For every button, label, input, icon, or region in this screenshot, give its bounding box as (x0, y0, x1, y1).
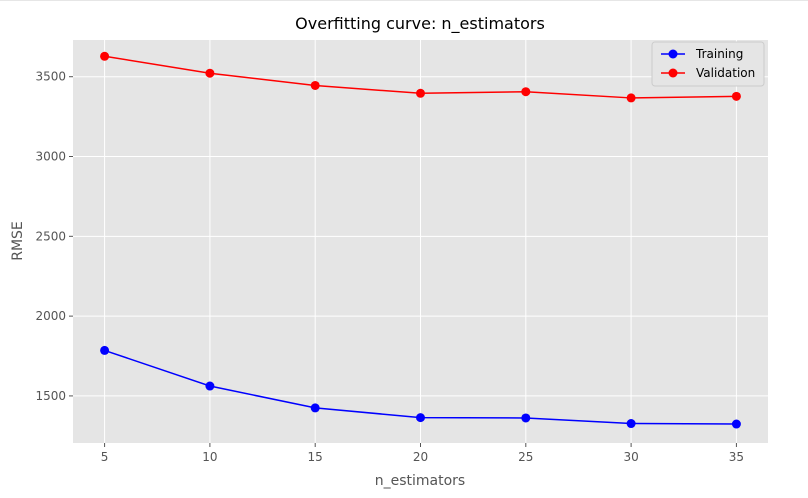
validation-point (731, 91, 741, 101)
training-point (416, 413, 425, 423)
validation-point (310, 80, 320, 90)
training-point (205, 381, 215, 391)
legend: Training Validation (651, 41, 765, 87)
grid-lines (73, 40, 768, 443)
x-tick-label: 15 (308, 450, 323, 464)
y-tick-label: 1500 (35, 389, 66, 403)
x-tick-label: 5 (101, 450, 109, 464)
y-tick-label: 2500 (35, 229, 66, 243)
x-tick-label: 25 (518, 450, 533, 464)
training-point (521, 413, 531, 423)
legend-box (651, 41, 765, 87)
training-point (731, 419, 741, 429)
training-point (626, 419, 636, 429)
validation-point (100, 51, 110, 61)
x-axis-label: n_estimators (375, 473, 465, 489)
validation-point (205, 68, 215, 78)
legend-training-marker (668, 49, 678, 59)
series-layer (100, 51, 741, 429)
chart-title: Overfitting curve: n_estimators (295, 14, 545, 34)
y-tick-label: 3500 (35, 70, 66, 84)
x-tick-label: 35 (729, 450, 744, 464)
validation-point (416, 88, 425, 98)
y-tick-labels: 1500 2000 2500 3000 3500 (35, 70, 73, 403)
y-tick-label: 3000 (35, 150, 66, 164)
legend-training-label: Training (695, 47, 743, 61)
y-tick-label: 2000 (35, 309, 66, 323)
legend-validation-marker (668, 68, 678, 78)
y-axis-label: RMSE (10, 221, 26, 261)
x-tick-label: 20 (413, 450, 428, 464)
x-tick-label: 10 (202, 450, 217, 464)
validation-point (626, 93, 636, 103)
series-training (100, 345, 741, 429)
training-point (100, 345, 110, 355)
top-divider (0, 0, 808, 1)
series-validation (100, 51, 741, 103)
training-point (310, 403, 320, 413)
legend-validation-label: Validation (696, 66, 755, 80)
x-tick-labels: 5 10 15 20 25 30 35 (101, 443, 744, 464)
x-tick-label: 30 (623, 450, 638, 464)
validation-point (521, 87, 531, 97)
